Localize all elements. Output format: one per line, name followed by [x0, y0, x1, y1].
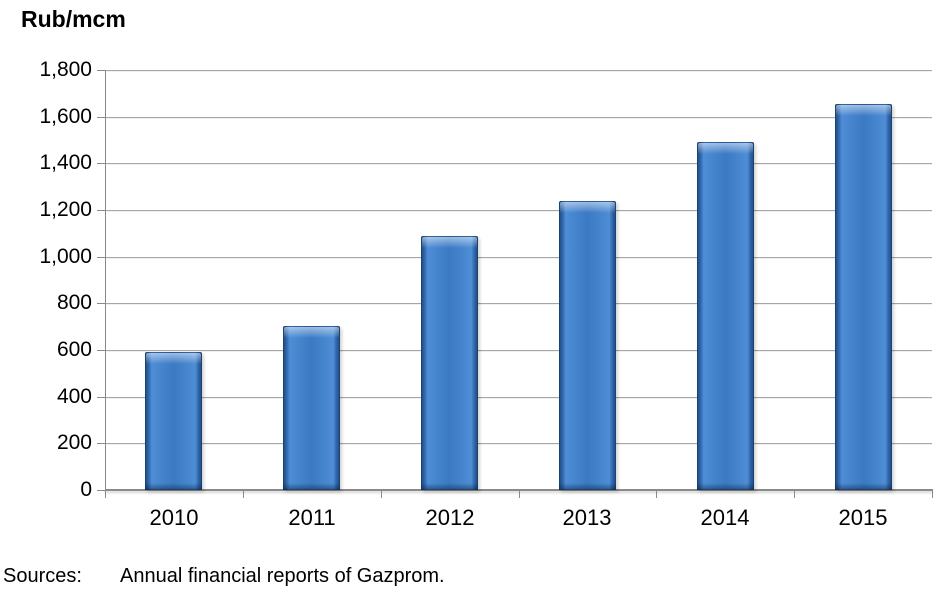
y-axis-tick-400: [97, 397, 105, 398]
x-axis-tick-1: [243, 490, 244, 498]
y-axis-label-800: 800: [56, 291, 92, 314]
y-axis-line: [105, 70, 106, 490]
x-axis-tick-6: [932, 490, 933, 498]
x-axis-label-2015: 2015: [838, 505, 888, 530]
x-axis-label-2011: 2011: [288, 505, 336, 530]
y-axis-tick-200: [97, 443, 105, 444]
x-axis-tick-3: [519, 490, 520, 498]
gridline-800: [105, 303, 932, 304]
x-axis-tick-0: [105, 490, 106, 498]
x-axis-tick-5: [794, 490, 795, 498]
source-text: Annual financial reports of Gazprom.: [120, 565, 445, 587]
gridline-1000: [105, 257, 932, 258]
gridline-1600: [105, 117, 932, 118]
x-axis-tick-4: [656, 490, 657, 498]
y-axis-tick-1600: [97, 117, 105, 118]
gridline-600: [105, 350, 932, 351]
gridline-200: [105, 443, 932, 444]
bar-2013: [559, 201, 616, 490]
y-axis-tick-1200: [97, 210, 105, 211]
y-axis-label-1600: 1,600: [39, 105, 92, 128]
bar-2015: [835, 104, 892, 490]
gridline-1400: [105, 163, 932, 164]
x-axis-label-2012: 2012: [425, 505, 475, 530]
y-axis-label-600: 600: [56, 338, 92, 361]
y-axis-tick-600: [97, 350, 105, 351]
bar-2010: [145, 352, 202, 490]
x-axis-label-2010: 2010: [149, 505, 199, 530]
x-axis-label-2014: 2014: [700, 505, 750, 530]
bar-2014: [697, 142, 754, 490]
y-axis-label-1200: 1,200: [39, 198, 92, 221]
x-axis-tick-2: [381, 490, 382, 498]
chart-title: Rub/mcm: [21, 6, 126, 32]
y-axis-label-1000: 1,000: [39, 245, 92, 268]
x-axis-label-2013: 2013: [562, 505, 612, 530]
gridline-1800: [105, 70, 932, 71]
y-axis-label-1800: 1,800: [39, 58, 92, 81]
y-axis-label-200: 200: [56, 431, 92, 454]
gridline-400: [105, 397, 932, 398]
y-axis-label-0: 0: [80, 478, 92, 501]
bar-2011: [283, 326, 340, 490]
y-axis-tick-0: [97, 490, 105, 491]
gridline-1200: [105, 210, 932, 211]
y-axis-tick-1000: [97, 257, 105, 258]
source-label: Sources:: [3, 565, 82, 587]
y-axis-label-400: 400: [56, 385, 92, 408]
y-axis-tick-1800: [97, 70, 105, 71]
y-axis-tick-1400: [97, 163, 105, 164]
y-axis-tick-800: [97, 303, 105, 304]
bar-2012: [421, 236, 478, 490]
y-axis-label-1400: 1,400: [39, 151, 92, 174]
